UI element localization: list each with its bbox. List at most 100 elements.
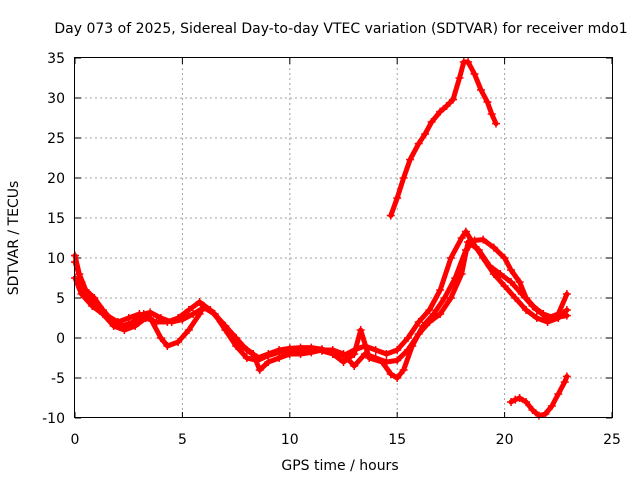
data-point [238,342,247,350]
data-point [560,378,569,386]
data-point [124,314,133,322]
data-point [296,350,305,358]
data-point [562,372,571,381]
data-point [109,322,118,330]
data-point [489,243,498,252]
y-tick-label: 35 [47,51,65,67]
data-point [98,310,107,318]
data-point [455,74,464,82]
data-point [152,318,161,326]
data-point [356,326,365,334]
data-point [511,294,520,302]
data-point [487,110,496,118]
y-tick-label: 25 [47,131,65,147]
data-point [515,394,524,402]
x-tick-label: 10 [281,432,299,448]
data-series [71,58,571,420]
data-point [393,346,402,354]
data-point [113,318,122,326]
y-tick-label: 10 [47,251,65,267]
data-point [414,318,423,326]
data-point [195,298,204,306]
data-point [393,374,402,382]
data-point [307,348,316,357]
y-tick-label: 20 [47,171,65,187]
data-point [449,95,458,104]
y-tick-label: 30 [47,91,65,107]
data-point [120,326,129,334]
data-point [77,290,86,298]
data-point [163,342,172,350]
chart-title: Day 073 of 2025, Sidereal Day-to-day VTE… [54,21,627,37]
data-point [442,102,451,110]
data-point [184,326,193,334]
y-tick-label: 15 [47,211,65,227]
data-point [382,358,391,366]
data-point [547,402,556,410]
data-point [174,338,183,346]
data-point [554,390,563,398]
series-track-c [72,239,570,373]
data-point [264,358,273,366]
data-point [446,294,455,302]
data-point [562,311,571,320]
data-point [217,318,226,326]
data-point [399,174,408,182]
data-point [528,406,537,414]
data-point [485,262,494,270]
data-point [386,211,395,220]
x-tick-label: 25 [603,432,621,448]
data-point [174,314,183,322]
x-tick-label: 5 [178,432,187,448]
data-point [371,346,380,354]
data-point [350,362,359,370]
data-point [464,238,473,246]
data-point [539,310,548,318]
data-point [515,278,524,286]
data-point [88,302,97,310]
data-point [425,306,434,314]
data-point [425,318,434,326]
data-point [528,302,537,310]
data-point [393,356,402,365]
x-tick-label: 15 [388,432,406,448]
data-point [249,350,258,358]
data-point [163,318,172,326]
data-point [550,314,559,322]
data-point [427,118,436,126]
data-point [255,366,264,374]
data-point [464,58,473,66]
data-point [131,322,140,330]
data-point [339,358,348,366]
series-high-branch [388,59,499,219]
data-point [141,314,150,322]
data-point [541,410,550,418]
y-tick-label: 0 [56,331,65,347]
data-point [562,290,571,298]
y-tick-labels: -10 -5 0 5 10 15 20 25 30 35 [42,51,65,427]
data-point [511,395,520,404]
data-point [532,314,541,322]
data-point [318,346,327,354]
data-point [156,334,165,342]
data-point [496,270,505,278]
data-point [507,266,516,274]
data-point [492,119,501,128]
data-point [275,354,284,362]
data-point [436,310,445,318]
y-tick-label: 5 [56,291,65,307]
data-point [328,346,337,354]
data-point [406,155,415,164]
data-point [436,107,445,116]
plot-frame [74,57,613,418]
x-tick-labels: 0 5 10 15 20 25 [71,432,621,448]
data-point [500,254,509,262]
data-point [479,235,488,244]
data-point [534,411,543,420]
data-point [339,350,348,358]
data-point [242,354,251,362]
data-point [393,194,402,202]
x-tick-label: 0 [71,432,80,448]
data-point [507,278,516,286]
